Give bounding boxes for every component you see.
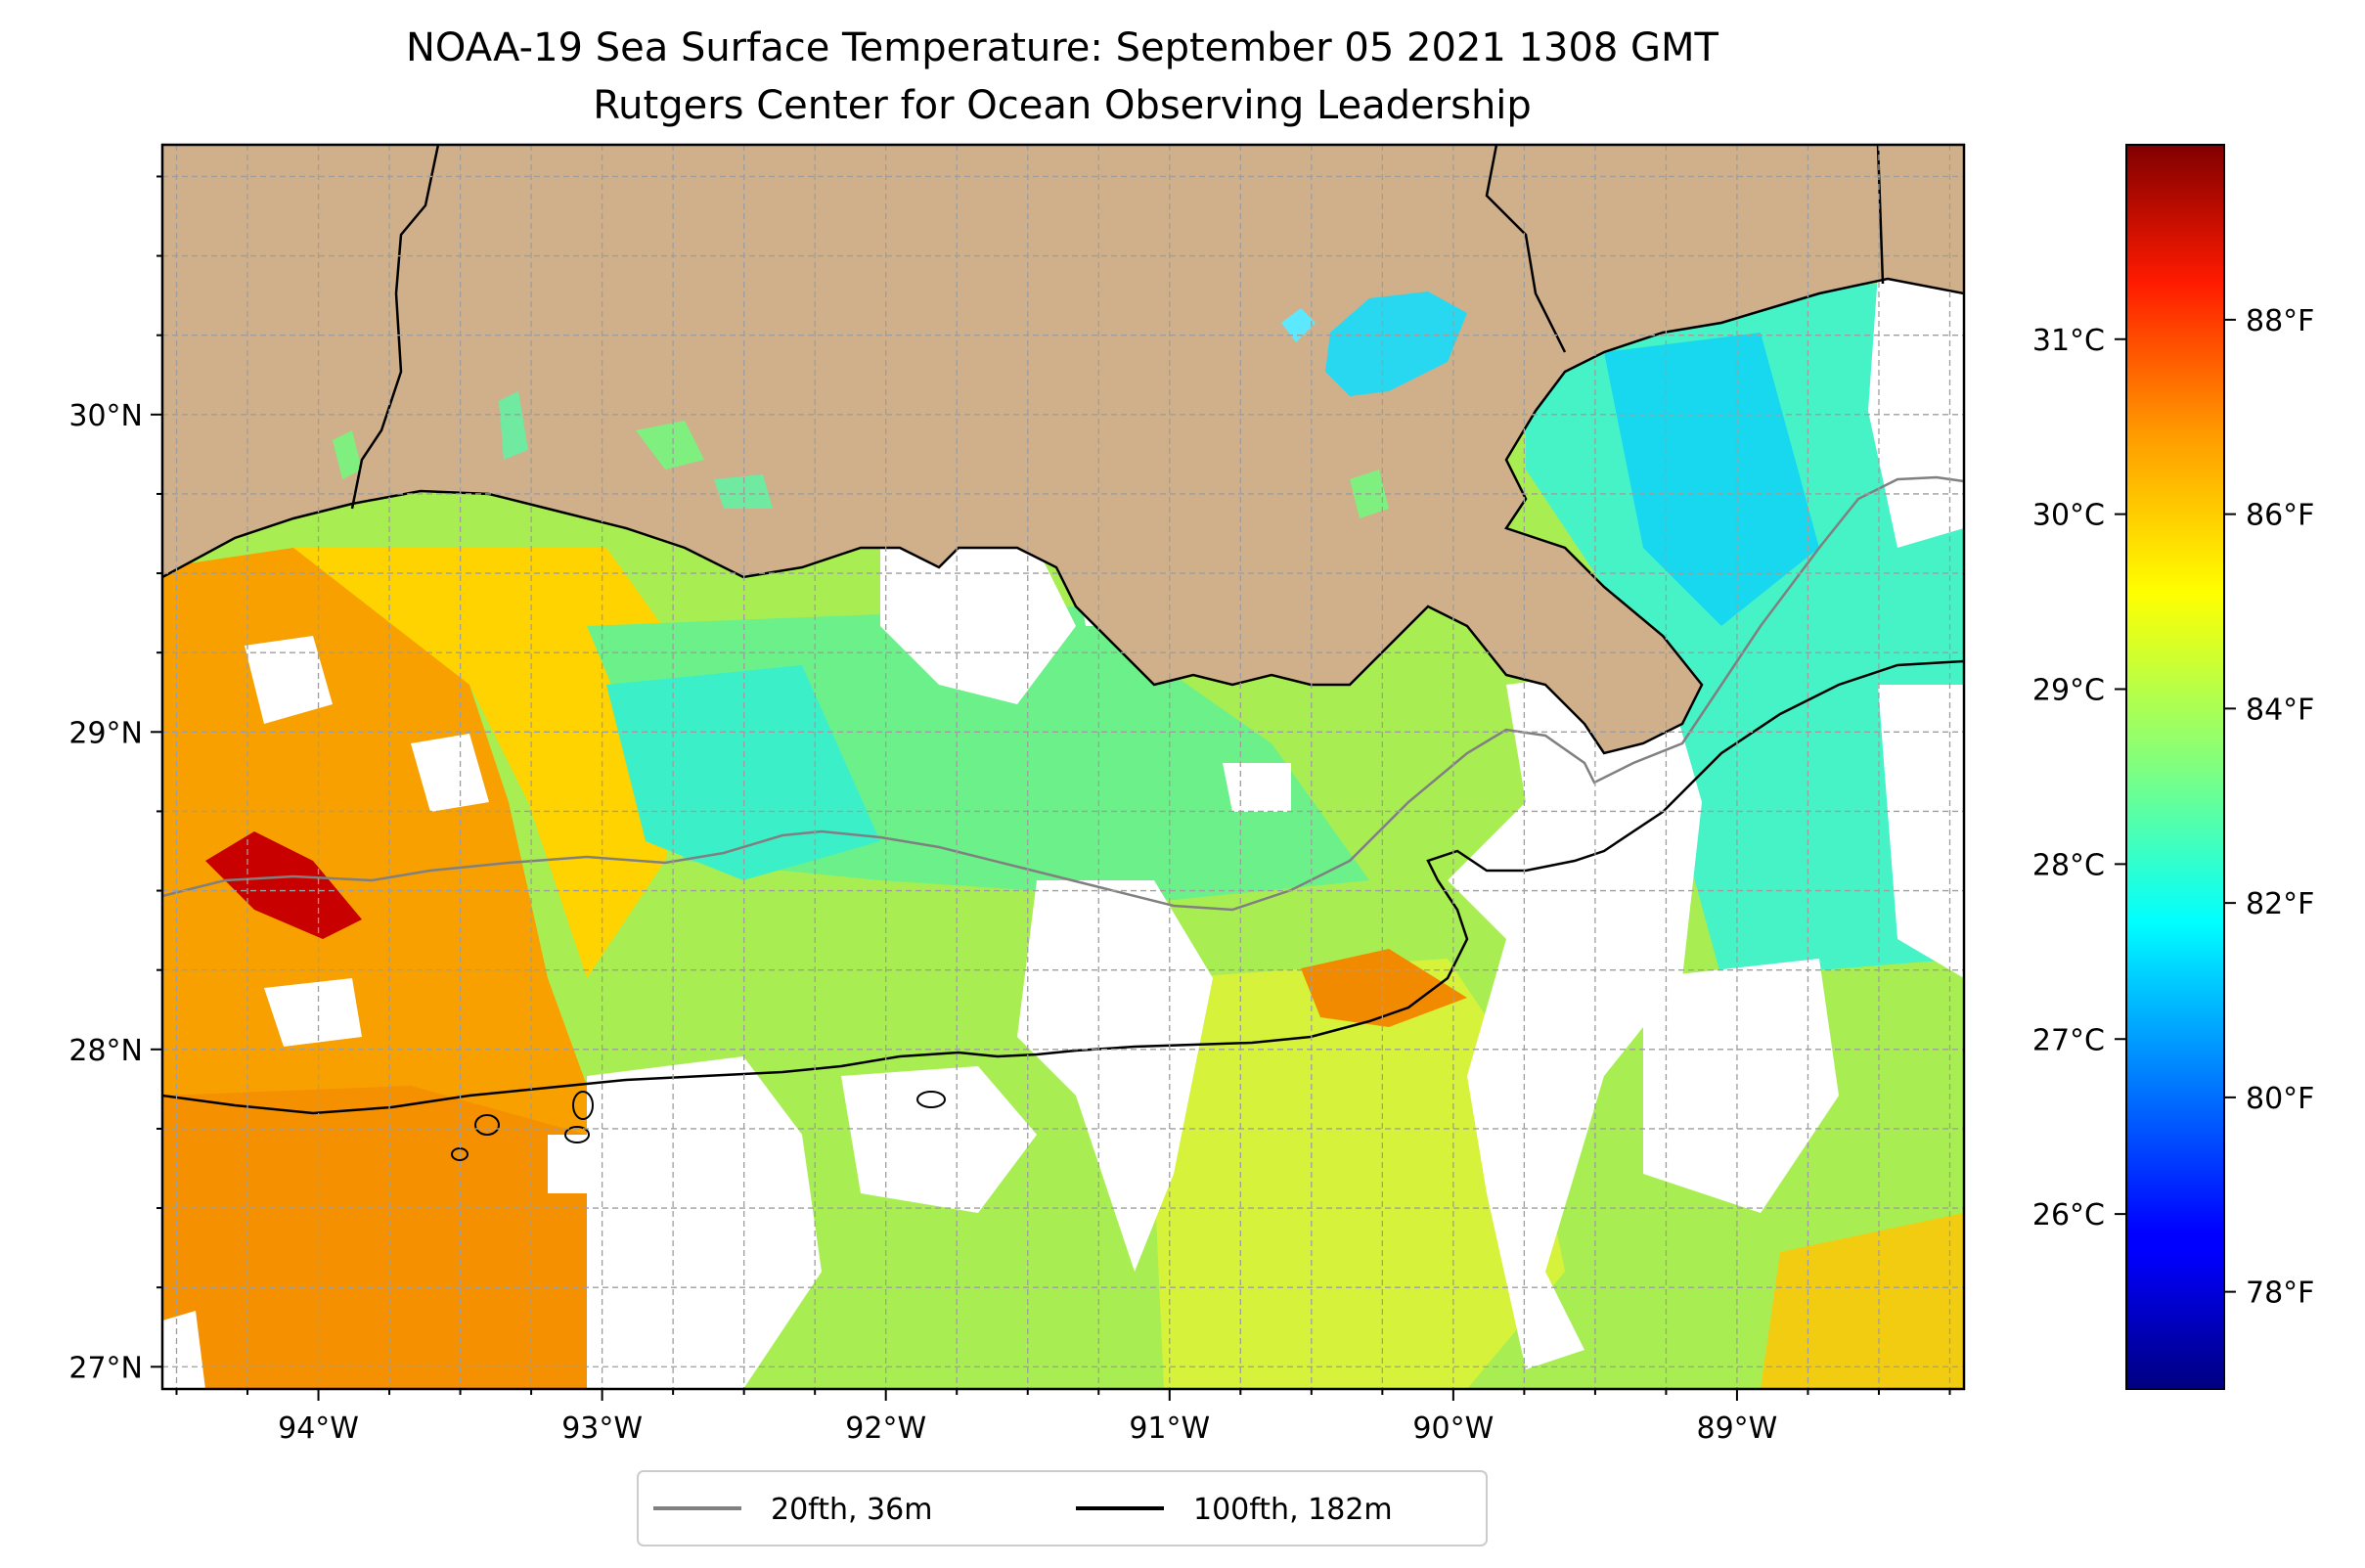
lon-tick-label: 89°W	[1697, 1411, 1778, 1446]
map-content	[162, 145, 1964, 1389]
lat-tick-label: 28°N	[68, 1034, 143, 1068]
state-border-tx-la	[350, 145, 440, 510]
colorbar-c-tick-label: 26°C	[2032, 1198, 2105, 1232]
colorbar-c-tick-label: 28°C	[2032, 848, 2105, 882]
lake-2	[333, 430, 362, 479]
isobath-100fth-line	[162, 659, 1964, 1115]
legend-label-100fth: 100fth, 182m	[1193, 1493, 1393, 1527]
colorbar-f-tick-label: 78°F	[2246, 1277, 2314, 1311]
colorbar-fahrenheit-axis: 78°F 80°F 82°F 84°F 86°F 88°F	[2224, 304, 2314, 1311]
lon-tick-label: 93°W	[561, 1411, 643, 1446]
lon-tick-label: 94°W	[278, 1411, 359, 1446]
lake-1	[1281, 308, 1316, 342]
sst-hot-spot	[205, 831, 362, 939]
colorbar-c-tick-label: 29°C	[2032, 674, 2105, 708]
sst-south-yellow	[1154, 959, 1565, 1389]
colorbar-c-tick-label: 31°C	[2032, 324, 2105, 358]
legend-label-20fth: 20fth, 36m	[771, 1493, 932, 1527]
sst-southeast-yellow	[1761, 1213, 1964, 1389]
state-border-la-ms	[1485, 145, 1567, 353]
lon-tick-label: 90°W	[1412, 1411, 1494, 1446]
sst-east-blue	[1604, 333, 1819, 626]
lon-tick-label: 92°W	[845, 1411, 926, 1446]
lat-tick-label: 30°N	[68, 399, 143, 433]
figure-subtitle: Rutgers Center for Ocean Observing Leade…	[593, 83, 1532, 128]
map-frame	[160, 143, 1966, 1391]
colorbar-f-tick-label: 86°F	[2246, 499, 2314, 533]
lake-5	[714, 474, 773, 509]
colorbar-f-tick-label: 84°F	[2246, 693, 2314, 727]
sst-central-cyan	[606, 665, 880, 880]
legend: 20fth, 36m 100fth, 182m	[637, 1470, 1488, 1546]
lon-tick-label: 91°W	[1129, 1411, 1210, 1446]
lat-tick-label: 29°N	[68, 716, 143, 750]
lat-tick-label: 27°N	[68, 1351, 143, 1385]
colorbar-f-tick-label: 88°F	[2246, 304, 2314, 338]
legend-box	[637, 1470, 1488, 1546]
sst-warm-west-inner	[162, 1086, 606, 1389]
colorbar-celsius-axis: 26°C 27°C 28°C 29°C 30°C 31°C	[2032, 324, 2126, 1232]
map-panel: 94°W 93°W 92°W 91°W 90°W 89°W 27°N 28°N 29°N 30°…	[68, 143, 1966, 1446]
colorbar-f-tick-label: 82°F	[2246, 887, 2314, 921]
lake-pontchartrain	[1325, 291, 1467, 396]
colorbar: 78°F 80°F 82°F 84°F 86°F 88°F 26°C 27°C 28°C 29°…	[2032, 144, 2314, 1390]
lake-3	[499, 391, 528, 460]
coastline	[162, 277, 1964, 755]
longitude-axis: 94°W 93°W 92°W 91°W 90°W 89°W	[175, 1389, 1951, 1446]
colorbar-c-tick-label: 27°C	[2032, 1023, 2105, 1057]
colorbar-c-tick-label: 30°C	[2032, 499, 2105, 533]
gridlines	[162, 145, 1964, 1389]
sst-orange-spot	[1301, 949, 1467, 1027]
isobath-20fth-line	[162, 475, 1964, 912]
lake-4	[636, 421, 704, 470]
land-mass	[162, 145, 1964, 753]
figure-title: NOAA-19 Sea Surface Temperature: Septemb…	[406, 25, 1719, 70]
bank-outlines	[451, 1091, 946, 1161]
latitude-axis: 27°N 28°N 29°N 30°N	[68, 175, 162, 1385]
colorbar-gradient	[2125, 144, 2225, 1390]
colorbar-f-tick-label: 80°F	[2246, 1082, 2314, 1116]
